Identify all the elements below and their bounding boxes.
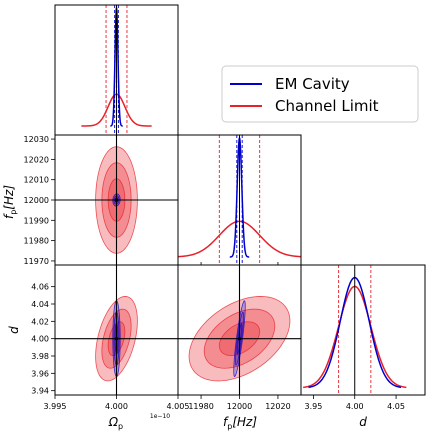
y-axis-label-d: d bbox=[7, 326, 21, 334]
y-tick-label: 4.04 bbox=[31, 300, 49, 309]
x-tick-label: 3.995 bbox=[44, 402, 67, 411]
y-tick-label: 3.98 bbox=[31, 352, 49, 361]
y-tick-label: 12020 bbox=[24, 155, 49, 164]
x-tick-label: 12020 bbox=[265, 402, 290, 411]
panel-frame bbox=[300, 264, 426, 396]
x-tick-label: 4.000 bbox=[105, 402, 128, 411]
y-tick-label: 4.02 bbox=[31, 317, 49, 326]
y-tick-label: 11980 bbox=[24, 237, 49, 246]
x-axis-label-omega: Ωp bbox=[108, 415, 123, 431]
x-offset-text: 1e−10 bbox=[150, 413, 170, 420]
y-tick-label: 4.00 bbox=[31, 335, 49, 344]
x-axis-label-fp: fp[Hz] bbox=[223, 415, 257, 431]
y-tick-label: 12030 bbox=[24, 135, 49, 144]
x-tick-label: 4.05 bbox=[387, 402, 405, 411]
y-tick-label: 11970 bbox=[24, 257, 49, 266]
x-tick-label: 4.005 bbox=[167, 402, 190, 411]
x-tick-label: 12000 bbox=[227, 402, 252, 411]
y-tick-label: 3.96 bbox=[31, 369, 49, 378]
y-tick-label: 12010 bbox=[24, 176, 49, 185]
x-tick-label: 11980 bbox=[188, 402, 213, 411]
legend-box bbox=[221, 65, 419, 123]
x-tick-label: 3.95 bbox=[304, 402, 322, 411]
legend: EM Cavity Channel Limit bbox=[221, 65, 419, 123]
x-tick-label: 4.00 bbox=[346, 402, 364, 411]
legend-label: EM Cavity bbox=[275, 75, 350, 93]
y-tick-label: 11990 bbox=[24, 216, 49, 225]
x-axis-label-d: d bbox=[359, 415, 367, 429]
y-tick-label: 12000 bbox=[24, 196, 49, 205]
legend-label: Channel Limit bbox=[275, 97, 379, 115]
y-tick-label: 3.94 bbox=[31, 387, 49, 396]
y-tick-label: 4.06 bbox=[31, 283, 49, 292]
y-axis-label-fp: fp[Hz] bbox=[2, 185, 18, 219]
